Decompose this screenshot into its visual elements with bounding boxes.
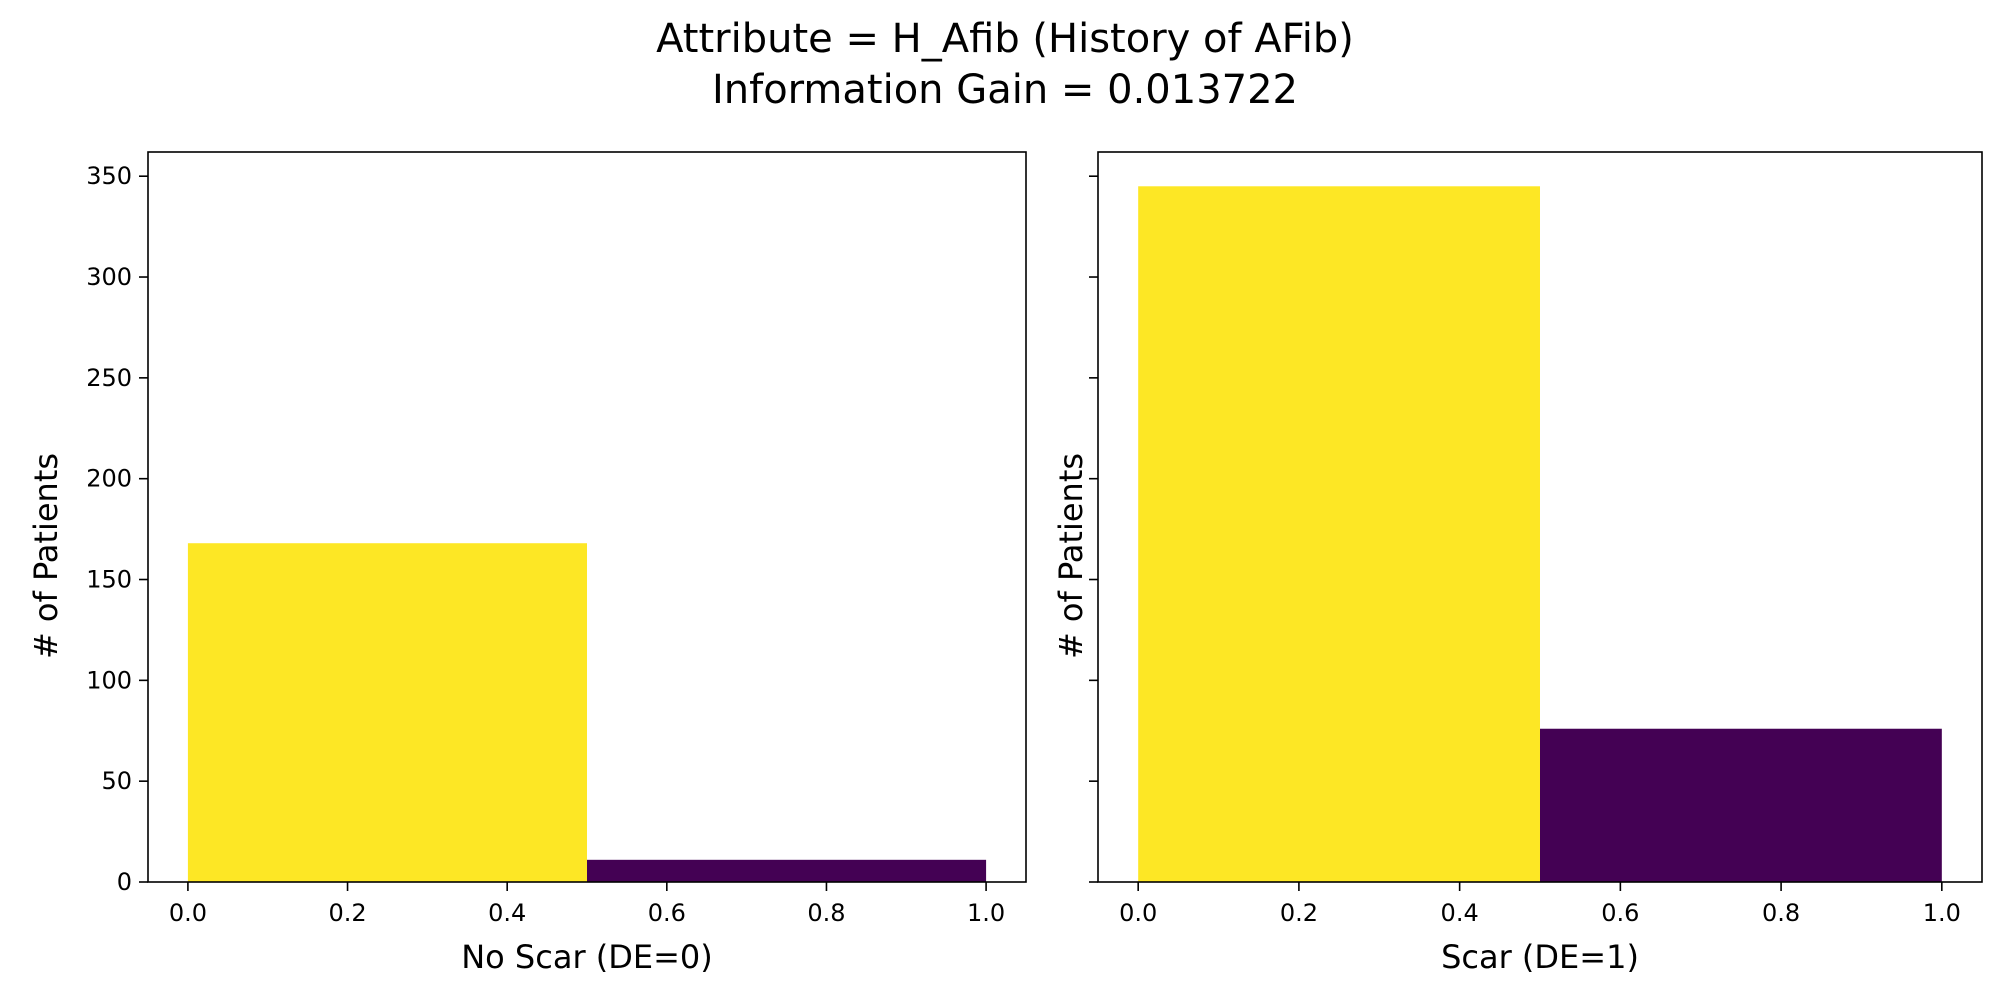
left-x-tick-label: 1.0 <box>967 899 1005 927</box>
left-y-tick-label: 100 <box>86 666 132 694</box>
right-x-tick-label: 0.6 <box>1601 899 1639 927</box>
right-bar-0-5-1-0 <box>1540 728 1942 882</box>
right-x-axis-label: Scar (DE=1) <box>1441 938 1639 976</box>
left-histogram-panel: No Scar (DE=0) # of Patients 0.0 0.2 0.4 0.… <box>27 151 1027 976</box>
right-x-tick-label: 0.4 <box>1441 899 1479 927</box>
left-x-tick-label: 0.2 <box>328 899 366 927</box>
left-axes-frame <box>147 151 1027 883</box>
left-y-tick-label: 250 <box>86 364 132 392</box>
left-y-axis-label: # of Patients <box>27 453 65 659</box>
figure-title-line1: Attribute = H_Afib (History of AFib) <box>656 16 1354 62</box>
left-x-tick-label: 0.8 <box>807 899 845 927</box>
left-y-tick-label: 50 <box>101 767 132 795</box>
right-x-tick-label: 0.0 <box>1119 899 1157 927</box>
left-y-tick-label: 200 <box>86 465 132 493</box>
left-x-axis-label: No Scar (DE=0) <box>461 938 713 976</box>
right-x-tick-label: 1.0 <box>1923 899 1961 927</box>
right-y-axis-label: # of Patients <box>1052 453 1090 659</box>
right-histogram-panel: Scar (DE=1) # of Patients 0.0 0.2 0.4 0.6 0.… <box>1052 151 1983 976</box>
right-axes-frame <box>1097 151 1983 883</box>
left-y-tick-label: 0 <box>117 868 132 896</box>
left-y-tick-label: 350 <box>86 162 132 190</box>
left-x-tick-label: 0.0 <box>169 899 207 927</box>
right-x-tick-label: 0.2 <box>1280 899 1318 927</box>
right-x-tick-label: 0.8 <box>1762 899 1800 927</box>
figure-title-line2: Information Gain = 0.013722 <box>712 67 1298 113</box>
right-bar-0-0-0-5 <box>1138 186 1540 883</box>
left-x-tick-label: 0.4 <box>488 899 526 927</box>
left-y-tick-label: 150 <box>86 566 132 594</box>
left-bar-0-5-1-0 <box>587 859 987 882</box>
left-x-tick-label: 0.6 <box>648 899 686 927</box>
left-bar-0-0-0-5 <box>187 543 587 882</box>
left-y-tick-label: 300 <box>86 263 132 291</box>
